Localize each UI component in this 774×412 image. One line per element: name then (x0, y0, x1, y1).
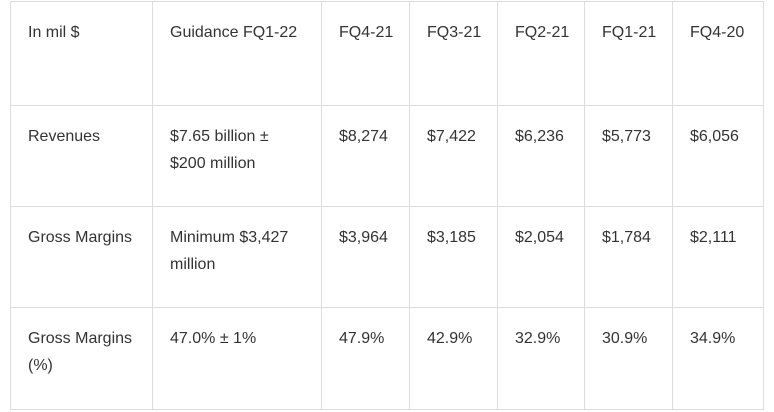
value-cell: 42.9% (409, 307, 498, 410)
value-cell: 30.9% (584, 307, 673, 410)
guidance-cell: $7.65 billion ± $200 million (152, 105, 322, 207)
value-cell: $1,784 (584, 206, 673, 308)
value-cell: $3,185 (409, 206, 498, 308)
header-cell-guidance: Guidance FQ1-22 (152, 1, 322, 106)
table-row-gross-margins: Gross Margins Minimum $3,427 million $3,… (10, 206, 764, 308)
value-cell: $8,274 (321, 105, 410, 207)
value-cell: $7,422 (409, 105, 498, 207)
row-label: Revenues (10, 105, 153, 207)
value-cell: $2,054 (497, 206, 585, 308)
value-cell: $3,964 (321, 206, 410, 308)
header-cell-units: In mil $ (10, 1, 153, 106)
table-row-revenues: Revenues $7.65 billion ± $200 million $8… (10, 105, 764, 207)
row-label: Gross Margins (%) (10, 307, 153, 410)
header-cell-fq3-21: FQ3-21 (409, 1, 498, 106)
value-cell: $6,236 (497, 105, 585, 207)
value-cell: 47.9% (321, 307, 410, 410)
value-cell: $6,056 (672, 105, 764, 207)
value-cell: 34.9% (672, 307, 764, 410)
row-label: Gross Margins (10, 206, 153, 308)
table-header-row: In mil $ Guidance FQ1-22 FQ4-21 FQ3-21 F… (10, 1, 764, 106)
value-cell: 32.9% (497, 307, 585, 410)
financial-results-table: In mil $ Guidance FQ1-22 FQ4-21 FQ3-21 F… (10, 1, 764, 410)
header-cell-fq2-21: FQ2-21 (497, 1, 585, 106)
table-row-gross-margins-pct: Gross Margins (%) 47.0% ± 1% 47.9% 42.9%… (10, 307, 764, 410)
value-cell: $5,773 (584, 105, 673, 207)
guidance-cell: 47.0% ± 1% (152, 307, 322, 410)
header-cell-fq4-21: FQ4-21 (321, 1, 410, 106)
value-cell: $2,111 (672, 206, 764, 308)
header-cell-fq4-20: FQ4-20 (672, 1, 764, 106)
guidance-cell: Minimum $3,427 million (152, 206, 322, 308)
header-cell-fq1-21: FQ1-21 (584, 1, 673, 106)
